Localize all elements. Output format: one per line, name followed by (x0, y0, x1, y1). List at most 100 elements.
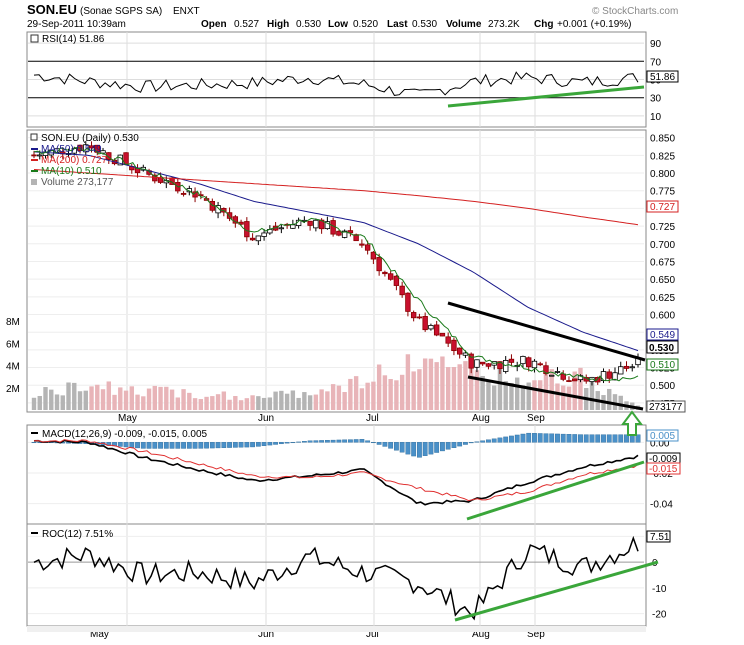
header-last-label: Last (387, 19, 408, 30)
volume-bar (43, 387, 48, 410)
candle-body (439, 332, 446, 337)
volume-bar (503, 381, 508, 410)
macd-hist-bar (359, 439, 365, 443)
volume-bar (123, 390, 129, 410)
volume-bar (394, 380, 399, 410)
roc-x-month-label: Jun (258, 629, 274, 640)
volume-bar (388, 379, 393, 410)
volume-bar (382, 375, 388, 410)
x-month-label: Sep (527, 413, 545, 424)
macd-hist-bar (324, 440, 330, 443)
price-panel (26, 129, 647, 413)
volume-bar (520, 385, 526, 410)
header-last: 0.530 (412, 19, 437, 30)
volume-bar (60, 395, 65, 410)
rsi-value-label: 51.86 (646, 70, 679, 83)
volume-tick-label: 2M (6, 384, 20, 395)
x-month-label: May (118, 413, 137, 424)
candle-body (353, 234, 359, 242)
price-tick-label: 0.725 (650, 222, 675, 233)
macd-hist-bar (509, 435, 514, 443)
volume-bar (549, 369, 554, 410)
rsi-line (33, 71, 639, 96)
label-macd-hist: 0.005 (650, 431, 675, 442)
volume-bar (204, 396, 209, 410)
macd-hist-bar (192, 442, 198, 449)
volume-bar (491, 385, 497, 410)
label-macd: -0.009 (649, 454, 678, 465)
candle-body (595, 376, 601, 383)
x-month-label: Aug (472, 413, 490, 424)
macd-hist-bar (221, 442, 227, 448)
volume-bar (198, 399, 204, 410)
macd-hist-bar (347, 439, 353, 443)
price-tick-label: 0.675 (650, 257, 675, 268)
volume-tick-label: 4M (6, 362, 20, 373)
header-exchange: ENXT (173, 6, 200, 17)
macd-hist-bar (261, 442, 267, 446)
macd-hist-bar (612, 434, 618, 443)
header-volume: 273.2K (488, 19, 520, 30)
volume-bar (146, 388, 152, 410)
macd-hist-bar (255, 442, 261, 447)
candle-body (474, 359, 480, 368)
candle-body (330, 220, 336, 235)
candle-body (485, 363, 492, 367)
macd-hist-bar (405, 442, 411, 455)
volume-bar (279, 390, 284, 410)
price-tick-label: 0.625 (650, 293, 675, 304)
x-month-label: Jul (366, 413, 379, 424)
macd-hist-bar (457, 442, 463, 447)
candle-body (226, 212, 233, 219)
macd-hist-bar (365, 440, 371, 443)
candle-body (508, 358, 515, 363)
volume-bar (319, 389, 324, 410)
candle-body (445, 336, 451, 344)
volume-bar (158, 386, 163, 410)
volume-bar (515, 377, 520, 410)
header-high: 0.530 (296, 19, 321, 30)
macd-hist-bar (370, 442, 376, 444)
macd-hist-bar (376, 442, 382, 445)
volume-bar (95, 384, 100, 410)
candle-body (106, 152, 112, 161)
header-chg: +0.001 (+0.19%) (557, 19, 632, 30)
macd-hist-bar (445, 442, 451, 450)
candle-body (88, 145, 95, 149)
volume-bar (141, 396, 146, 410)
macd-value-labels: 0.005 -0.009 -0.015 (646, 429, 681, 475)
wedge-lower-trendline (467, 375, 644, 411)
macd-hist-bar (123, 442, 129, 448)
macd-hist-bar (382, 442, 388, 447)
macd-hist-bar (486, 439, 491, 443)
rsi-trendline (447, 85, 645, 108)
candle-body (290, 224, 296, 229)
candle-body (600, 371, 607, 382)
price-tick-label: 0.700 (650, 240, 675, 251)
candle-body (364, 244, 371, 251)
volume-bar (566, 386, 572, 410)
macd-hist-bar (560, 433, 566, 443)
macd-hist-bar (635, 434, 641, 443)
macd-hist-bar (209, 442, 215, 449)
volume-bar (296, 397, 301, 410)
macd-hist-bar (158, 442, 163, 449)
volume-bar (411, 371, 416, 410)
label-ma200: 0.727 (650, 202, 675, 213)
candle-body (157, 177, 164, 183)
roc-value-label: 7.51 (646, 530, 671, 543)
macd-hist-bar (273, 442, 278, 445)
macd-hist-bar (520, 433, 526, 443)
ma200-line (33, 169, 639, 226)
volume-bar (49, 389, 54, 410)
ma50-line (33, 151, 639, 352)
macd-hist-bar (238, 442, 244, 448)
candle-body (382, 271, 388, 275)
macd-hist-bar (411, 442, 417, 457)
volume-bar (187, 392, 192, 410)
volume-bar (181, 389, 186, 410)
candle-body (566, 380, 572, 382)
candle-body (537, 363, 543, 366)
roc-x-month-label: May (90, 629, 109, 640)
